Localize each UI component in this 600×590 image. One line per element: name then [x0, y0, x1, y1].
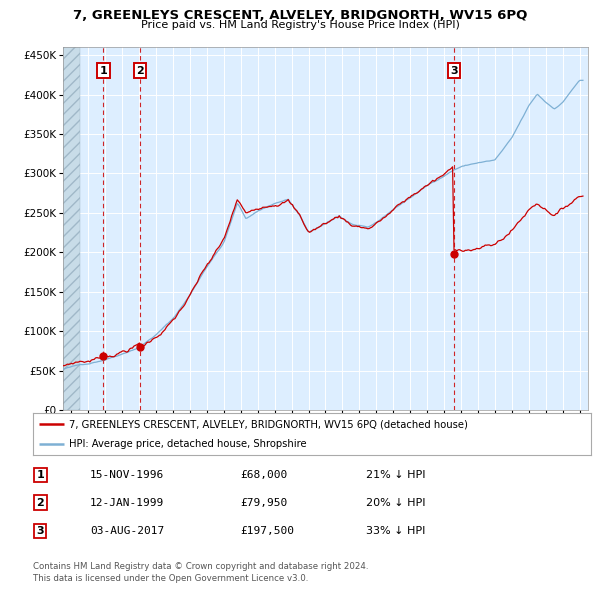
Text: 15-NOV-1996: 15-NOV-1996 — [90, 470, 164, 480]
Text: HPI: Average price, detached house, Shropshire: HPI: Average price, detached house, Shro… — [69, 439, 307, 449]
Text: 7, GREENLEYS CRESCENT, ALVELEY, BRIDGNORTH, WV15 6PQ: 7, GREENLEYS CRESCENT, ALVELEY, BRIDGNOR… — [73, 9, 527, 22]
Text: 3: 3 — [450, 66, 458, 76]
Text: 33% ↓ HPI: 33% ↓ HPI — [366, 526, 425, 536]
Text: 21% ↓ HPI: 21% ↓ HPI — [366, 470, 425, 480]
Text: 1: 1 — [37, 470, 44, 480]
Text: 7, GREENLEYS CRESCENT, ALVELEY, BRIDGNORTH, WV15 6PQ (detached house): 7, GREENLEYS CRESCENT, ALVELEY, BRIDGNOR… — [69, 419, 468, 430]
Text: Contains HM Land Registry data © Crown copyright and database right 2024.
This d: Contains HM Land Registry data © Crown c… — [33, 562, 368, 583]
Text: £197,500: £197,500 — [240, 526, 294, 536]
Text: 1: 1 — [100, 66, 107, 76]
Text: £68,000: £68,000 — [240, 470, 287, 480]
Bar — [63, 47, 80, 410]
Text: 3: 3 — [37, 526, 44, 536]
Text: 03-AUG-2017: 03-AUG-2017 — [90, 526, 164, 536]
Text: 2: 2 — [136, 66, 144, 76]
Text: £79,950: £79,950 — [240, 498, 287, 507]
Text: 12-JAN-1999: 12-JAN-1999 — [90, 498, 164, 507]
Text: 2: 2 — [37, 498, 44, 507]
Text: 20% ↓ HPI: 20% ↓ HPI — [366, 498, 425, 507]
Text: Price paid vs. HM Land Registry's House Price Index (HPI): Price paid vs. HM Land Registry's House … — [140, 20, 460, 30]
